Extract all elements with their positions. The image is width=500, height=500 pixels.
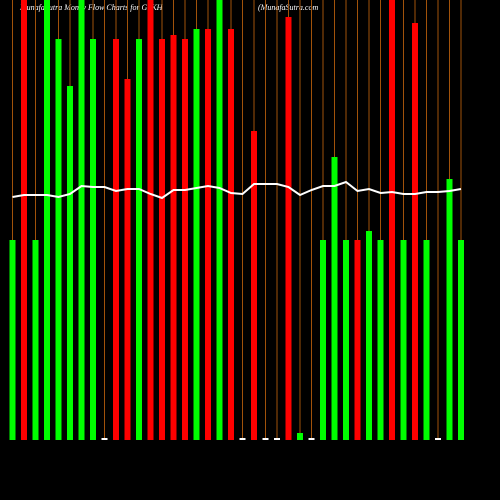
bar (124, 79, 131, 440)
bar (193, 29, 200, 440)
bar (274, 438, 280, 440)
bar (113, 39, 119, 440)
bar (343, 240, 349, 440)
bar (44, 0, 50, 440)
bar (147, 0, 154, 440)
bar (228, 29, 234, 440)
chart-title: MunafaSutra Money Flow Charts for GSKH (19, 3, 164, 12)
bar (297, 433, 303, 440)
bar (21, 0, 27, 440)
bar (389, 0, 395, 440)
bar (320, 240, 326, 440)
bar (170, 35, 177, 440)
bar (354, 240, 361, 440)
bar (435, 438, 441, 440)
bar (9, 240, 16, 440)
bar (251, 131, 257, 440)
bar (136, 39, 142, 440)
bar (400, 240, 407, 440)
bar (205, 29, 211, 440)
bar (78, 0, 85, 440)
bar (239, 438, 246, 440)
bar (446, 179, 453, 440)
bar (55, 39, 62, 440)
average-line (12, 180, 462, 200)
bar (331, 157, 338, 440)
bar (423, 240, 430, 440)
bar (412, 23, 418, 440)
bar (32, 240, 39, 440)
bar (262, 438, 269, 440)
bar (90, 39, 96, 440)
bar (366, 231, 372, 440)
bar (377, 240, 384, 440)
bar (101, 438, 108, 440)
bar (308, 438, 315, 440)
bar (216, 0, 223, 440)
bar (285, 17, 292, 440)
bar (159, 39, 165, 440)
bar (182, 39, 188, 440)
bar (67, 86, 73, 440)
bar (458, 240, 464, 440)
